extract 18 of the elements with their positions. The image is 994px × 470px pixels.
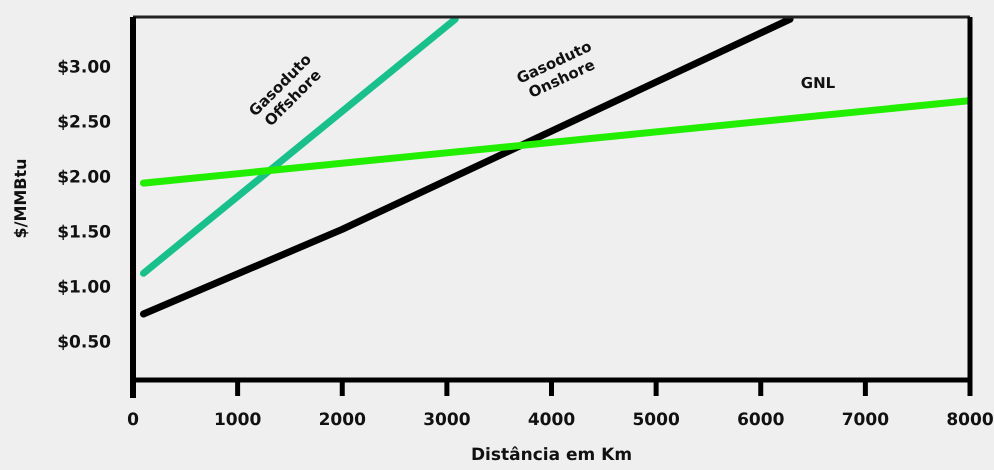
- y-tick-label: $1.50: [57, 222, 112, 242]
- x-axis-title: Distância em Km: [470, 445, 632, 465]
- y-tick-label: $1.00: [57, 278, 112, 298]
- x-tick-label: 5000: [632, 410, 680, 430]
- y-axis-title: $/MMBtu: [11, 158, 30, 239]
- x-tick-label: 4000: [528, 410, 576, 430]
- x-tick-label: 0: [127, 410, 140, 430]
- y-tick-label: $2.50: [57, 112, 112, 132]
- x-tick-label: 2000: [318, 410, 366, 430]
- y-tick-label: $2.00: [57, 168, 112, 188]
- x-tick-label: 8000: [946, 410, 994, 430]
- x-tick-label: 7000: [842, 410, 890, 430]
- x-tick-label: 3000: [423, 410, 471, 430]
- x-tick-label: 1000: [214, 410, 262, 430]
- series-label: GNL: [800, 74, 836, 92]
- y-tick-label: $3.00: [57, 58, 112, 78]
- y-tick-label: $0.50: [57, 332, 112, 352]
- x-tick-label: 6000: [737, 410, 785, 430]
